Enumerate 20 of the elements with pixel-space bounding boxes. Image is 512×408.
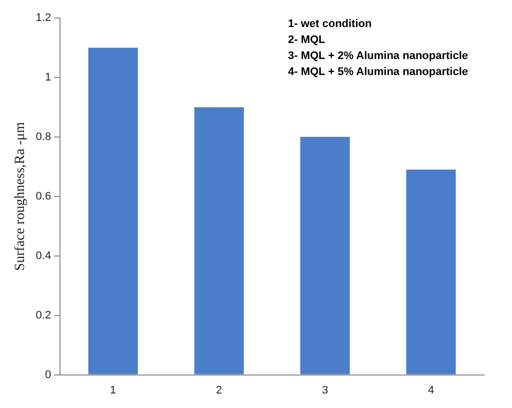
x-tick-label: 4 [428, 384, 434, 396]
y-tick-label: 0.4 [36, 250, 52, 262]
bar [194, 107, 244, 374]
y-tick-label: 1 [44, 72, 52, 84]
y-tick-label: 0 [44, 368, 52, 381]
bar [406, 170, 456, 374]
y-axis-title: Surface roughness,Ra -μm [13, 122, 28, 271]
annotation: 1- wet condition [288, 17, 373, 32]
annotation: 4- MQL + 5% Alumina nanoparticle [288, 65, 468, 80]
y-tick-label: 0.6 [36, 190, 52, 202]
annotation: 3- MQL + 2% Alumina nanoparticle [288, 49, 468, 64]
y-tick-label: 1.2 [36, 12, 52, 24]
bar [300, 136, 350, 374]
x-tick-label: 3 [322, 384, 328, 396]
bar [88, 48, 138, 374]
y-tick-label: 0.8 [36, 130, 52, 143]
x-tick-label: 2 [216, 384, 222, 396]
y-tick-label: 0.2 [36, 309, 52, 322]
x-tick-label: 1 [110, 384, 116, 396]
annotation: 2- MQL [288, 33, 326, 48]
